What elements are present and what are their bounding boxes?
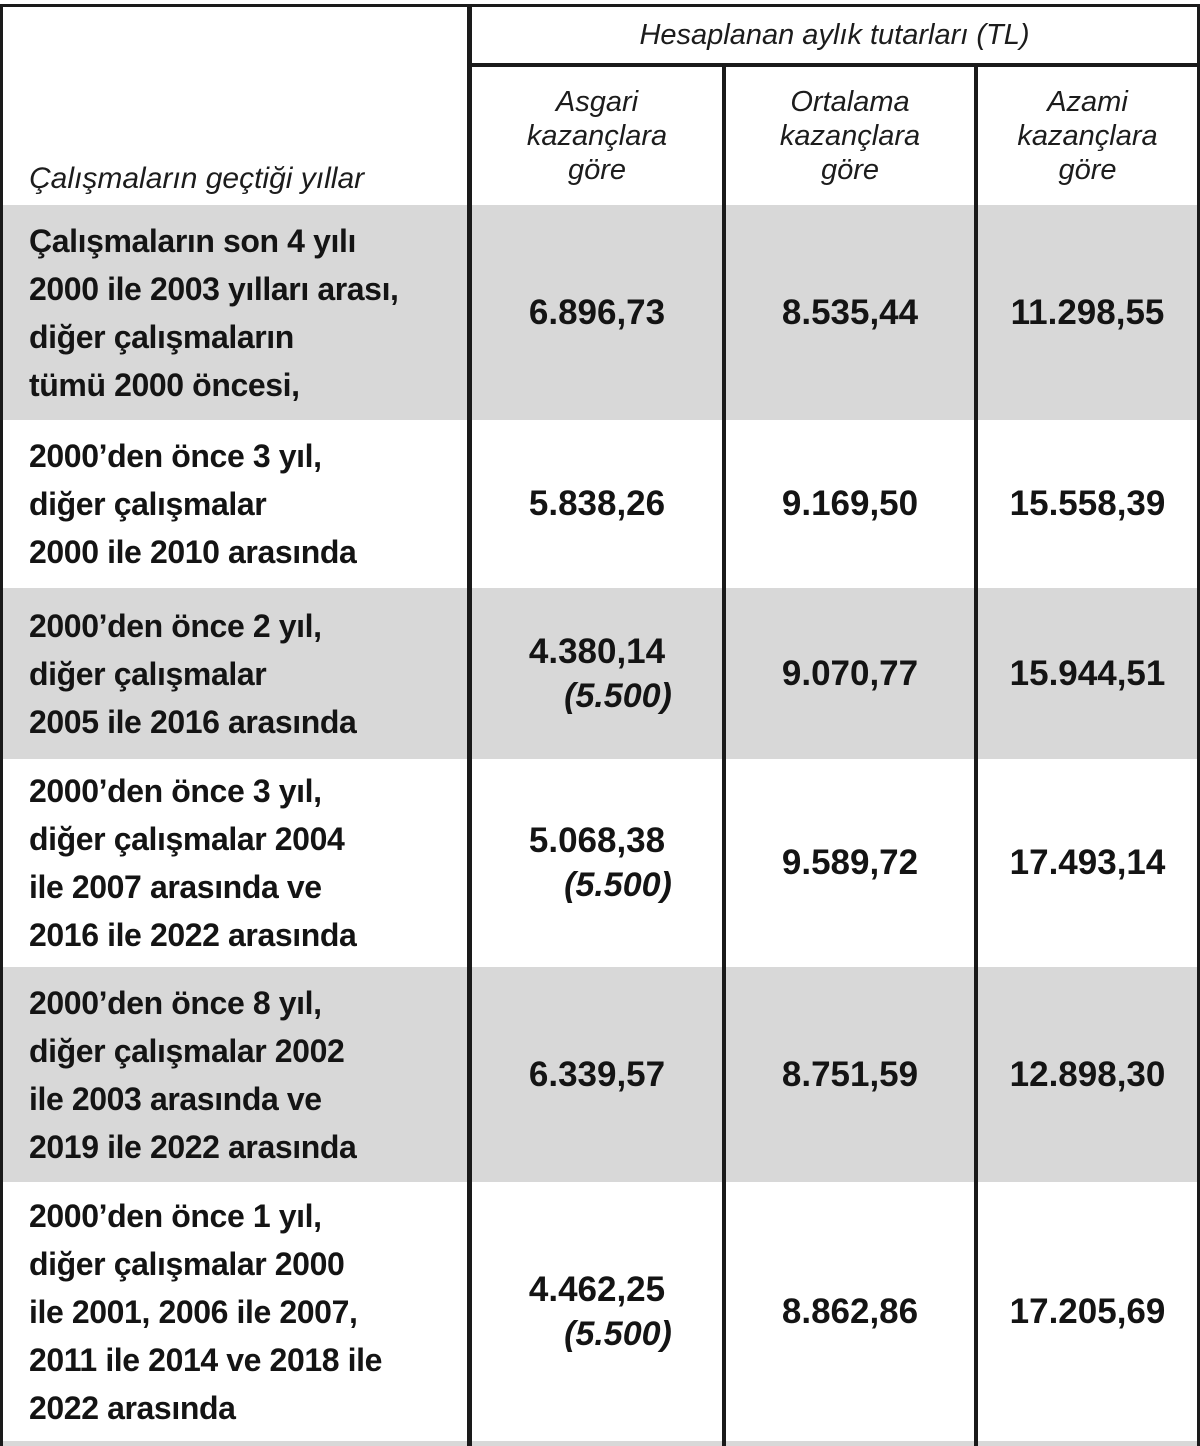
value-azami: 12.898,30 xyxy=(974,967,1197,1182)
table-row-label: 2000’den önce 8 yıl, diğer çalışmalar 20… xyxy=(3,967,467,1182)
column-header-asgari: Asgari kazançlara göre xyxy=(467,67,722,205)
table-row-label: 2000’den önce 1 yıl, diğer çalışmalar 20… xyxy=(29,1197,383,1426)
value-ortalama: 8.862,86 xyxy=(722,1182,974,1441)
row-header-cell: Çalışmaların geçtiği yıllar xyxy=(3,7,467,205)
value-azami: 15.944,51 xyxy=(974,588,1197,759)
value-azami: 15.558,39 xyxy=(974,420,1197,588)
value-azami: 17.205,69 xyxy=(974,1182,1197,1441)
table-row-label: 2000’den önce 2 yıl, diğer çalışmalar 20… xyxy=(3,588,467,759)
value-ortalama: 8.535,44 xyxy=(722,205,974,420)
value-asgari-note: (5.500) xyxy=(564,866,672,904)
group-header-cell: Hesaplanan aylık tutarları (TL) xyxy=(467,7,1197,67)
value-ortalama: 9.169,50 xyxy=(722,420,974,588)
value-asgari-amount: 6.339,57 xyxy=(528,1054,666,1094)
value-asgari-amount: 5.838,26 xyxy=(528,484,666,523)
group-header-label: Hesaplanan aylık tutarları (TL) xyxy=(639,18,1030,51)
value-asgari-note: (5.500) xyxy=(564,676,672,715)
value-ortalama: 9.589,72 xyxy=(722,759,974,967)
value-asgari: 4.380,14 (5.500) xyxy=(467,588,722,759)
value-asgari-amount: 6.896,73 xyxy=(528,292,666,332)
row-header-label: Çalışmaların geçtiği yıllar xyxy=(29,162,365,195)
value-asgari-amount: 4.380,14 xyxy=(528,631,666,671)
monthly-amounts-table: Çalışmaların geçtiği yıllar Hesaplanan a… xyxy=(0,4,1200,1446)
value-asgari: 6.896,73 xyxy=(467,205,722,420)
value-asgari: 5.068,38 (5.500) xyxy=(467,759,722,967)
cutoff-row-sliver xyxy=(974,1441,1197,1446)
table-row-label: Çalışmaların son 4 yılı 2000 ile 2003 yı… xyxy=(3,205,467,420)
value-asgari: 6.339,57 xyxy=(467,967,722,1182)
value-ortalama: 8.751,59 xyxy=(722,967,974,1182)
table-row-label: 2000’den önce 3 yıl, diğer çalışmalar 20… xyxy=(29,773,357,953)
value-asgari-amount: 5.068,38 xyxy=(528,821,666,860)
cutoff-row-sliver xyxy=(3,1441,467,1446)
value-asgari-note: (5.500) xyxy=(564,1314,672,1353)
value-asgari-amount: 4.462,25 xyxy=(528,1269,666,1309)
value-ortalama: 9.070,77 xyxy=(722,588,974,759)
column-header-ortalama: Ortalama kazançlara göre xyxy=(722,67,974,205)
value-asgari: 5.838,26 xyxy=(467,420,722,588)
value-azami: 11.298,55 xyxy=(974,205,1197,420)
column-header-azami: Azami kazançlara göre xyxy=(974,67,1197,205)
value-azami: 17.493,14 xyxy=(974,759,1197,967)
cutoff-row-sliver xyxy=(722,1441,974,1446)
value-asgari: 4.462,25 (5.500) xyxy=(467,1182,722,1441)
table-row-label: 2000’den önce 3 yıl, diğer çalışmalar 20… xyxy=(29,438,357,570)
cutoff-row-sliver xyxy=(467,1441,722,1446)
